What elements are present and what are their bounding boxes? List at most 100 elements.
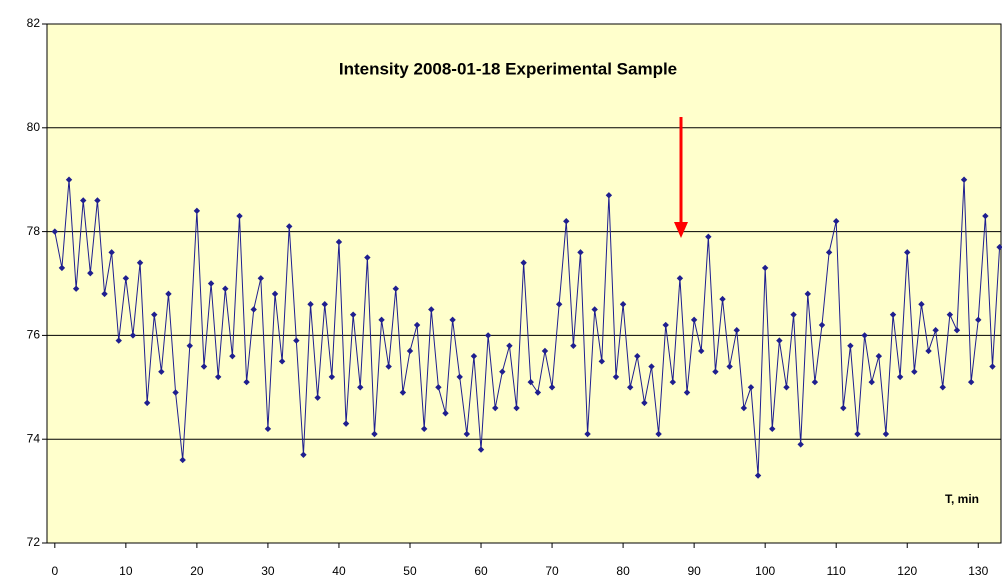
data-point (967, 378, 975, 386)
data-point (847, 342, 854, 349)
data-point (783, 384, 790, 391)
data-point (385, 363, 392, 370)
data-point (158, 368, 165, 375)
data-point (563, 218, 570, 225)
data-point (321, 301, 328, 308)
data-point (229, 352, 236, 360)
data-point (72, 285, 80, 292)
data-point (939, 384, 946, 391)
data-point (584, 430, 591, 438)
data-point (271, 290, 279, 298)
data-point (534, 389, 542, 396)
data-point (378, 316, 385, 324)
data-point (946, 311, 954, 318)
data-point (840, 404, 847, 412)
data-point (250, 306, 257, 313)
data-point (648, 363, 655, 370)
plot-area (46, 23, 1002, 544)
data-point (435, 384, 442, 391)
data-point (236, 212, 243, 220)
data-point (662, 321, 669, 329)
data-point (989, 363, 996, 370)
data-point (364, 254, 371, 261)
data-point (492, 404, 499, 412)
data-point (641, 399, 648, 407)
data-point (634, 352, 641, 360)
data-point (420, 425, 428, 433)
data-point (882, 430, 890, 438)
data-point (278, 358, 286, 365)
x-tick-label: 120 (897, 564, 917, 578)
data-point (172, 389, 179, 396)
data-point (932, 327, 939, 334)
data-point (570, 342, 577, 349)
data-point (357, 384, 364, 391)
data-point (222, 285, 229, 292)
data-point (108, 249, 115, 256)
data-point (790, 311, 797, 318)
data-point (527, 378, 534, 386)
x-tick-label: 80 (616, 564, 630, 578)
x-tick-label: 130 (968, 564, 988, 578)
data-point (982, 212, 989, 220)
data-point (619, 301, 627, 308)
data-point (463, 430, 471, 438)
data-point (456, 373, 463, 381)
data-point (413, 321, 421, 329)
data-point (754, 472, 762, 479)
data-point (676, 275, 684, 282)
data-point (918, 301, 925, 308)
data-point (442, 410, 449, 417)
data-point (626, 384, 634, 391)
y-tick-label: 82 (27, 16, 41, 30)
data-point (335, 238, 343, 246)
data-point (214, 373, 222, 381)
data-point (776, 337, 783, 344)
data-point (300, 451, 307, 458)
data-point (207, 280, 215, 287)
x-tick-label: 10 (119, 564, 133, 578)
data-point (58, 264, 66, 272)
data-point (87, 269, 94, 277)
data-point (179, 456, 186, 464)
data-point (825, 249, 833, 256)
data-point (65, 176, 73, 183)
data-point (257, 275, 265, 282)
data-point (129, 332, 137, 339)
data-point (690, 316, 698, 324)
data-point (960, 176, 968, 183)
y-tick-label: 78 (27, 224, 41, 238)
data-point (293, 337, 300, 344)
x-tick-label: 0 (51, 564, 58, 578)
x-tick-label: 70 (545, 564, 559, 578)
data-point (399, 389, 407, 396)
data-point (719, 295, 726, 303)
data-point (854, 430, 861, 438)
data-point (307, 301, 314, 308)
data-point (698, 347, 705, 355)
data-point (115, 337, 122, 344)
data-point (896, 373, 904, 381)
x-tick-label: 60 (474, 564, 488, 578)
x-tick-label: 30 (261, 564, 275, 578)
data-point (975, 316, 982, 324)
data-point (506, 342, 513, 349)
data-point (151, 311, 158, 318)
chart-title: Intensity 2008-01-18 Experimental Sample (339, 59, 677, 78)
data-point (733, 327, 740, 334)
data-point (243, 378, 250, 386)
data-point (499, 368, 506, 375)
data-point (548, 384, 556, 391)
data-point (193, 207, 201, 215)
data-point (747, 384, 755, 391)
data-point (904, 249, 911, 256)
data-point (143, 399, 151, 407)
y-tick-label: 76 (27, 328, 41, 342)
data-point (612, 373, 620, 381)
data-point (406, 347, 414, 355)
data-point (101, 290, 108, 298)
data-point (861, 332, 868, 339)
data-point (286, 223, 293, 230)
data-point (122, 275, 130, 282)
data-point (832, 218, 840, 225)
